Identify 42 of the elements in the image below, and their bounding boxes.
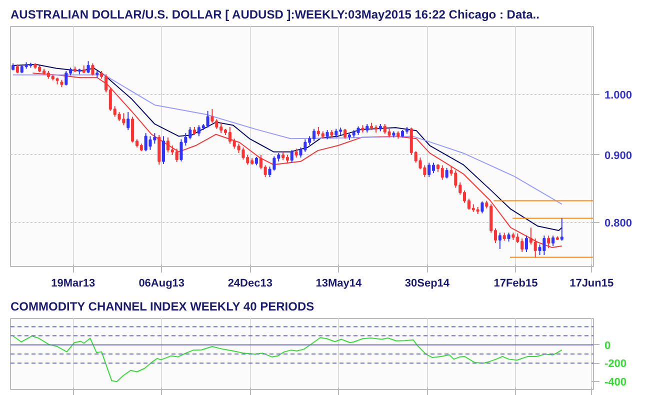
candlestick: [552, 235, 555, 246]
candlestick: [131, 116, 134, 143]
y-tick-label: 1.000: [604, 90, 632, 102]
candlestick: [343, 128, 347, 140]
candlestick: [326, 130, 329, 140]
x-tick-label: 17Jun15: [570, 278, 614, 290]
candlestick: [162, 136, 166, 164]
candlestick: [237, 143, 240, 154]
candlestick: [560, 218, 564, 242]
candlestick: [480, 200, 484, 214]
line-series: [12, 335, 562, 382]
y-tick-label: 0.800: [604, 218, 632, 230]
candlestick: [180, 138, 183, 162]
candlestick: [175, 148, 178, 163]
x-tick-label: 30Sep14: [404, 278, 450, 290]
candlestick: [158, 134, 161, 166]
y-tick-label: -400: [604, 376, 627, 388]
chart-title: COMMODITY CHANNEL INDEX WEEKLY 40 PERIODS: [10, 300, 314, 314]
candlestick: [126, 112, 130, 131]
x-tick-label: 24Dec13: [228, 278, 272, 290]
candlestick: [206, 110, 210, 128]
line-series: [12, 74, 562, 205]
chart-title: AUSTRALIAN DOLLAR/U.S. DOLLAR [ AUDUSD ]:WEEKLY:03May2015 16:22 Chicago : Data..: [10, 8, 540, 22]
y-tick-label: -200: [604, 358, 627, 370]
x-tick-label: 17Feb15: [494, 278, 538, 290]
candlestick: [64, 70, 68, 86]
candlestick: [210, 108, 214, 124]
y-tick-label: 0.900: [604, 150, 632, 162]
candlestick: [290, 149, 294, 164]
candlestick: [524, 235, 528, 252]
candlestick: [242, 146, 245, 160]
candlestick: [86, 60, 90, 74]
x-tick-label: 13May14: [316, 278, 362, 290]
x-tick-label: 06Aug13: [138, 278, 185, 290]
candlestick: [445, 167, 448, 179]
y-tick-label: 0: [604, 340, 611, 352]
candlestick: [498, 232, 502, 250]
candlestick: [428, 162, 431, 178]
candlestick: [440, 164, 444, 180]
line-series: [12, 64, 562, 231]
candlestick: [148, 136, 152, 150]
x-tick-label: 19Mar13: [51, 278, 96, 290]
